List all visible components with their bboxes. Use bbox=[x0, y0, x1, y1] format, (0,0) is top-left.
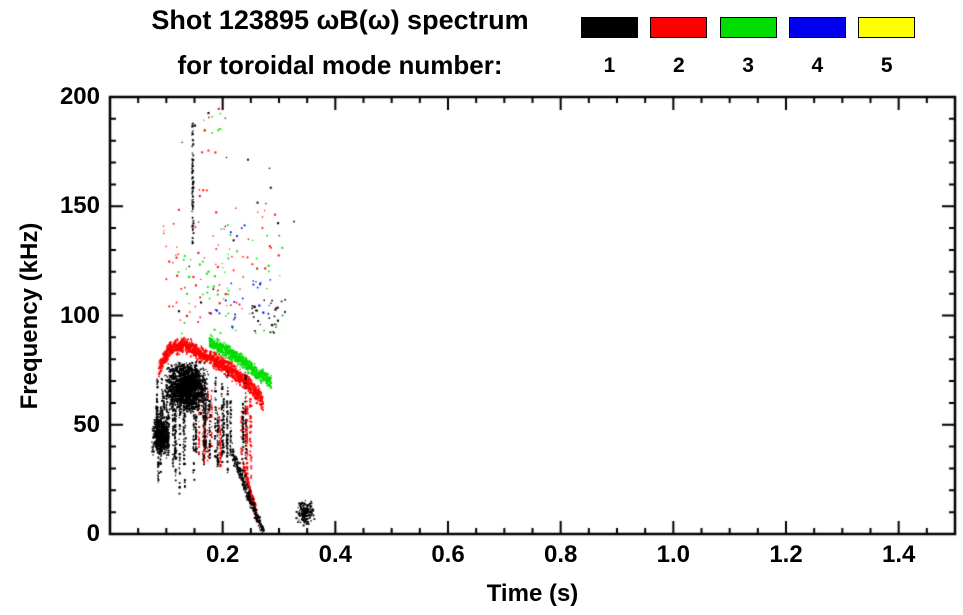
legend-swatch-n4 bbox=[788, 17, 846, 38]
y-tick-label: 0 bbox=[86, 520, 100, 547]
legend-swatch-n2 bbox=[650, 17, 708, 38]
x-tick-label: 0.8 bbox=[543, 541, 578, 568]
y-tick-label: 50 bbox=[73, 410, 100, 438]
x-tick-label: 0.6 bbox=[431, 541, 465, 568]
legend-label-n4: 4 bbox=[811, 54, 824, 77]
legend-label-n2: 2 bbox=[672, 54, 685, 77]
y-tick-label: 150 bbox=[59, 192, 100, 220]
legend-label-n3: 3 bbox=[742, 54, 754, 77]
x-tick-label: 1.2 bbox=[769, 541, 803, 568]
legend-label-n1: 1 bbox=[603, 54, 616, 77]
chart-title-line2: for toroidal mode number: bbox=[177, 50, 503, 80]
x-tick-label: 1.4 bbox=[881, 541, 916, 568]
legend-swatch-n3 bbox=[719, 17, 777, 38]
chart-title-line1: Shot 123895 ωB(ω) spectrum bbox=[151, 5, 529, 35]
x-tick-label: 1.0 bbox=[656, 541, 691, 568]
x-axis-label: Time (s) bbox=[486, 580, 579, 607]
y-tick-label: 200 bbox=[59, 83, 100, 110]
y-tick-label: 100 bbox=[59, 301, 100, 329]
x-tick-label: 0.2 bbox=[205, 541, 240, 568]
legend-swatch-n5 bbox=[858, 17, 916, 38]
x-tick-label: 0.4 bbox=[318, 541, 353, 568]
legend-swatch-n1 bbox=[581, 17, 638, 38]
legend-label-n5: 5 bbox=[880, 54, 893, 77]
